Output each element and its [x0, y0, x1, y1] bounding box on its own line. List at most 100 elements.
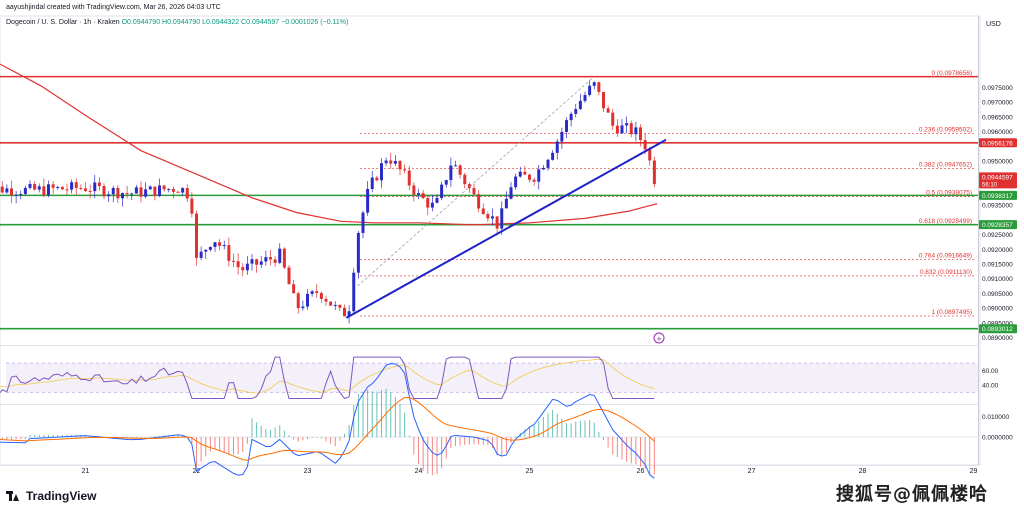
candle-body [430, 202, 434, 208]
macd-histogram-bar [61, 435, 63, 438]
macd-histogram-bar [339, 437, 341, 441]
candle-body [417, 193, 420, 195]
macd-histogram-bar [66, 434, 68, 438]
price-badge-label: 0.0928357 [982, 222, 1013, 229]
macd-histogram-bar [381, 390, 382, 438]
macd-histogram-bar [15, 437, 17, 440]
y-tick-label: 0.0910000 [982, 276, 1013, 283]
macd-histogram-bar [177, 434, 179, 438]
macd-histogram-bar [473, 437, 475, 445]
candle-body [213, 242, 217, 247]
candle-body [296, 293, 300, 309]
candle-body [343, 307, 346, 317]
macd-histogram-bar [57, 435, 59, 438]
macd-histogram-bar [251, 418, 253, 438]
macd-histogram-bar [570, 423, 572, 438]
candle-body [426, 198, 430, 208]
price-axis: 0.0975000 0.0970000 0.0965000 0.0960000 0.09… [979, 85, 1017, 342]
candle-body [615, 125, 619, 134]
moving-average [0, 63, 658, 226]
macd-histogram-bar [612, 437, 614, 455]
macd-histogram-bar [265, 429, 267, 438]
candle-body [158, 185, 161, 196]
price-badge-label: 0.0956176 [982, 140, 1013, 147]
macd-histogram-bar [311, 437, 313, 439]
candle-body [389, 160, 393, 164]
macd-histogram-bar [357, 394, 359, 438]
ma-line [0, 63, 658, 226]
fib-label: 0.764 (0.0916649) [919, 253, 972, 260]
candle-body [421, 193, 425, 199]
candle-body [347, 311, 351, 317]
macd-histogram-bar [459, 437, 461, 446]
tradingview-logo[interactable]: TradingView [6, 488, 96, 504]
macd-histogram-bar [209, 437, 211, 452]
y-tick-label: 0.0965000 [982, 114, 1013, 121]
candle-body [597, 82, 601, 92]
macd-histogram-bar [626, 437, 628, 462]
macd-histogram-bar [399, 403, 401, 438]
macd-histogram-bar [320, 437, 322, 439]
macd-histogram-bar [598, 431, 600, 438]
macd-histogram-bar [344, 433, 345, 438]
x-tick-label: 24 [415, 468, 423, 475]
candle-body [121, 193, 124, 199]
macd-histogram-bar [538, 421, 540, 438]
candle-body [273, 259, 277, 263]
candle-body [56, 186, 60, 188]
candle-body [264, 257, 268, 262]
fib-label: 0.382 (0.0947652) [919, 161, 972, 168]
candle-body [88, 190, 92, 192]
candle-body [97, 182, 101, 187]
support-trendline [345, 138, 667, 319]
candle-body [315, 291, 319, 294]
candle-body [195, 213, 198, 258]
candle-body [0, 186, 4, 193]
candle-body [255, 259, 259, 265]
candle-body [629, 123, 633, 135]
candle-body [102, 186, 106, 197]
candle-body [481, 208, 485, 215]
candle-body [491, 216, 494, 219]
candle-body [107, 194, 111, 197]
horizontal-levels [0, 75, 978, 330]
x-tick-label: 23 [304, 468, 312, 475]
candle-body [555, 141, 559, 153]
y-tick-label: 0.0920000 [982, 247, 1013, 254]
candle-body [241, 267, 245, 271]
signal-line [0, 397, 655, 461]
candle-body [278, 248, 282, 263]
candle-body [218, 242, 222, 246]
macd-histogram-bar [362, 391, 364, 438]
time-axis: 21 22 23 24 25 26 27 28 29 [82, 468, 978, 475]
candle-body [227, 245, 231, 261]
candle-body [232, 260, 235, 262]
macd-histogram-bar [422, 437, 424, 471]
candle-body [139, 187, 143, 197]
macd-histogram-bar [270, 429, 271, 438]
macd-histogram-bar [649, 437, 651, 475]
macd-histogram-bar [630, 437, 632, 464]
macd-histogram-bar [445, 437, 447, 459]
candle-body [592, 82, 596, 86]
candle-body [352, 272, 356, 312]
macd-histogram-bar [371, 391, 373, 438]
macd-histogram-bar [408, 435, 410, 438]
candle-body [361, 212, 365, 233]
candle-body [14, 194, 18, 196]
candle-body [477, 194, 481, 209]
macd-histogram-bar [566, 423, 567, 438]
macd-histogram-bar [233, 437, 234, 455]
y-tick-label: 0.0900000 [982, 306, 1013, 313]
price-badge [979, 172, 1017, 189]
macd-histogram-bar [11, 437, 12, 440]
candle-body [578, 100, 582, 110]
candle-body [495, 216, 499, 229]
fibonacci-levels: 0 (0.0978656) 0.236 (0.0959502) 0.382 (0.0… [360, 70, 975, 317]
candle-body [588, 85, 592, 95]
candle-body [560, 131, 564, 142]
symbol-name: Dogecoin / U. S. Dollar · 1h · Kraken [6, 19, 120, 26]
macd-histogram-bar [376, 391, 378, 438]
macd-histogram-bar [653, 437, 655, 475]
